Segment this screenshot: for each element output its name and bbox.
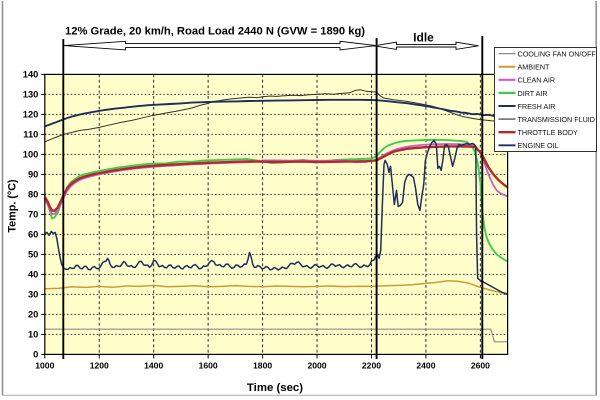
- svg-text:90: 90: [28, 170, 38, 180]
- svg-text:1000: 1000: [35, 361, 54, 371]
- svg-text:Time (sec): Time (sec): [247, 382, 303, 394]
- svg-text:1400: 1400: [144, 361, 163, 371]
- svg-text:THROTTLE BODY: THROTTLE BODY: [518, 128, 579, 137]
- svg-text:2200: 2200: [362, 361, 381, 371]
- svg-text:1200: 1200: [90, 361, 109, 371]
- svg-text:DIRT AIR: DIRT AIR: [518, 89, 548, 98]
- svg-text:COOLING FAN ON/OFF: COOLING FAN ON/OFF: [518, 50, 597, 59]
- svg-text:TRANSMISSION FLUID: TRANSMISSION FLUID: [518, 115, 595, 124]
- svg-text:70: 70: [28, 210, 38, 220]
- svg-text:ENGINE OIL: ENGINE OIL: [518, 141, 559, 150]
- svg-text:Temp. (°C): Temp. (°C): [7, 179, 19, 233]
- svg-text:140: 140: [23, 70, 39, 80]
- svg-text:0: 0: [33, 350, 38, 360]
- svg-text:60: 60: [28, 230, 38, 240]
- svg-text:40: 40: [28, 270, 38, 280]
- svg-text:12% Grade, 20 km/h, Road Load: 12% Grade, 20 km/h, Road Load 2440 N (GV…: [65, 25, 365, 37]
- svg-text:10: 10: [28, 330, 38, 340]
- svg-text:AMBIENT: AMBIENT: [518, 63, 551, 72]
- svg-text:FRESH AIR: FRESH AIR: [518, 102, 556, 111]
- svg-text:2400: 2400: [416, 361, 435, 371]
- svg-text:20: 20: [28, 310, 38, 320]
- svg-text:1600: 1600: [199, 361, 218, 371]
- svg-text:2600: 2600: [471, 361, 490, 371]
- svg-text:CLEAN AIR: CLEAN AIR: [518, 76, 556, 85]
- svg-text:Idle: Idle: [413, 30, 434, 44]
- svg-text:50: 50: [28, 250, 38, 260]
- svg-text:80: 80: [28, 190, 38, 200]
- svg-text:2000: 2000: [307, 361, 326, 371]
- svg-text:110: 110: [23, 130, 38, 140]
- svg-text:100: 100: [23, 150, 39, 160]
- svg-text:1800: 1800: [253, 361, 272, 371]
- svg-text:30: 30: [28, 290, 38, 300]
- svg-text:130: 130: [23, 90, 39, 100]
- svg-text:120: 120: [23, 110, 39, 120]
